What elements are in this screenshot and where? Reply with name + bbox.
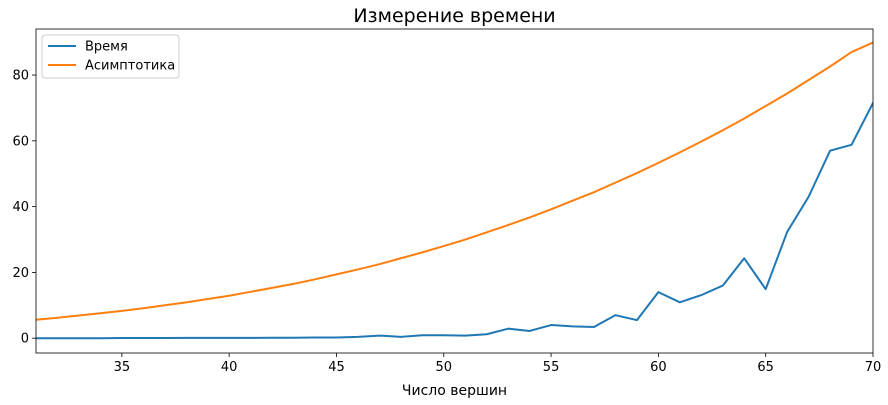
series-line-1 — [36, 102, 873, 340]
series-layer — [36, 41, 873, 340]
y-tick-label: 40 — [12, 200, 29, 215]
plot-frame — [35, 28, 874, 354]
x-tick-label: 70 — [865, 360, 882, 375]
x-tick-label: 40 — [221, 360, 238, 375]
legend-label: Асимптотика — [85, 59, 175, 74]
x-tick-label: 35 — [114, 360, 131, 375]
y-tick-label: 60 — [12, 134, 29, 149]
legend-items: Время Асимптотика — [48, 40, 175, 74]
y-axis: 0 20 40 60 80 — [12, 69, 36, 347]
x-tick-label: 65 — [757, 360, 774, 375]
legend-label: Время — [85, 40, 128, 55]
x-axis-title: Число вершин — [402, 383, 507, 399]
y-tick-label: 20 — [12, 266, 29, 281]
x-axis: 35 40 45 50 55 60 65 70 — [114, 353, 882, 375]
x-tick-label: 60 — [650, 360, 667, 375]
x-tick-label: 55 — [543, 360, 560, 375]
chart-title: Измерение времени — [353, 5, 555, 27]
y-tick-label: 80 — [12, 69, 29, 84]
y-tick-label: 0 — [21, 332, 29, 347]
series-line-2 — [36, 41, 873, 321]
legend: Время Асимптотика — [41, 34, 180, 79]
x-tick-label: 50 — [435, 360, 452, 375]
legend-box — [41, 34, 180, 79]
x-tick-label: 45 — [328, 360, 345, 375]
